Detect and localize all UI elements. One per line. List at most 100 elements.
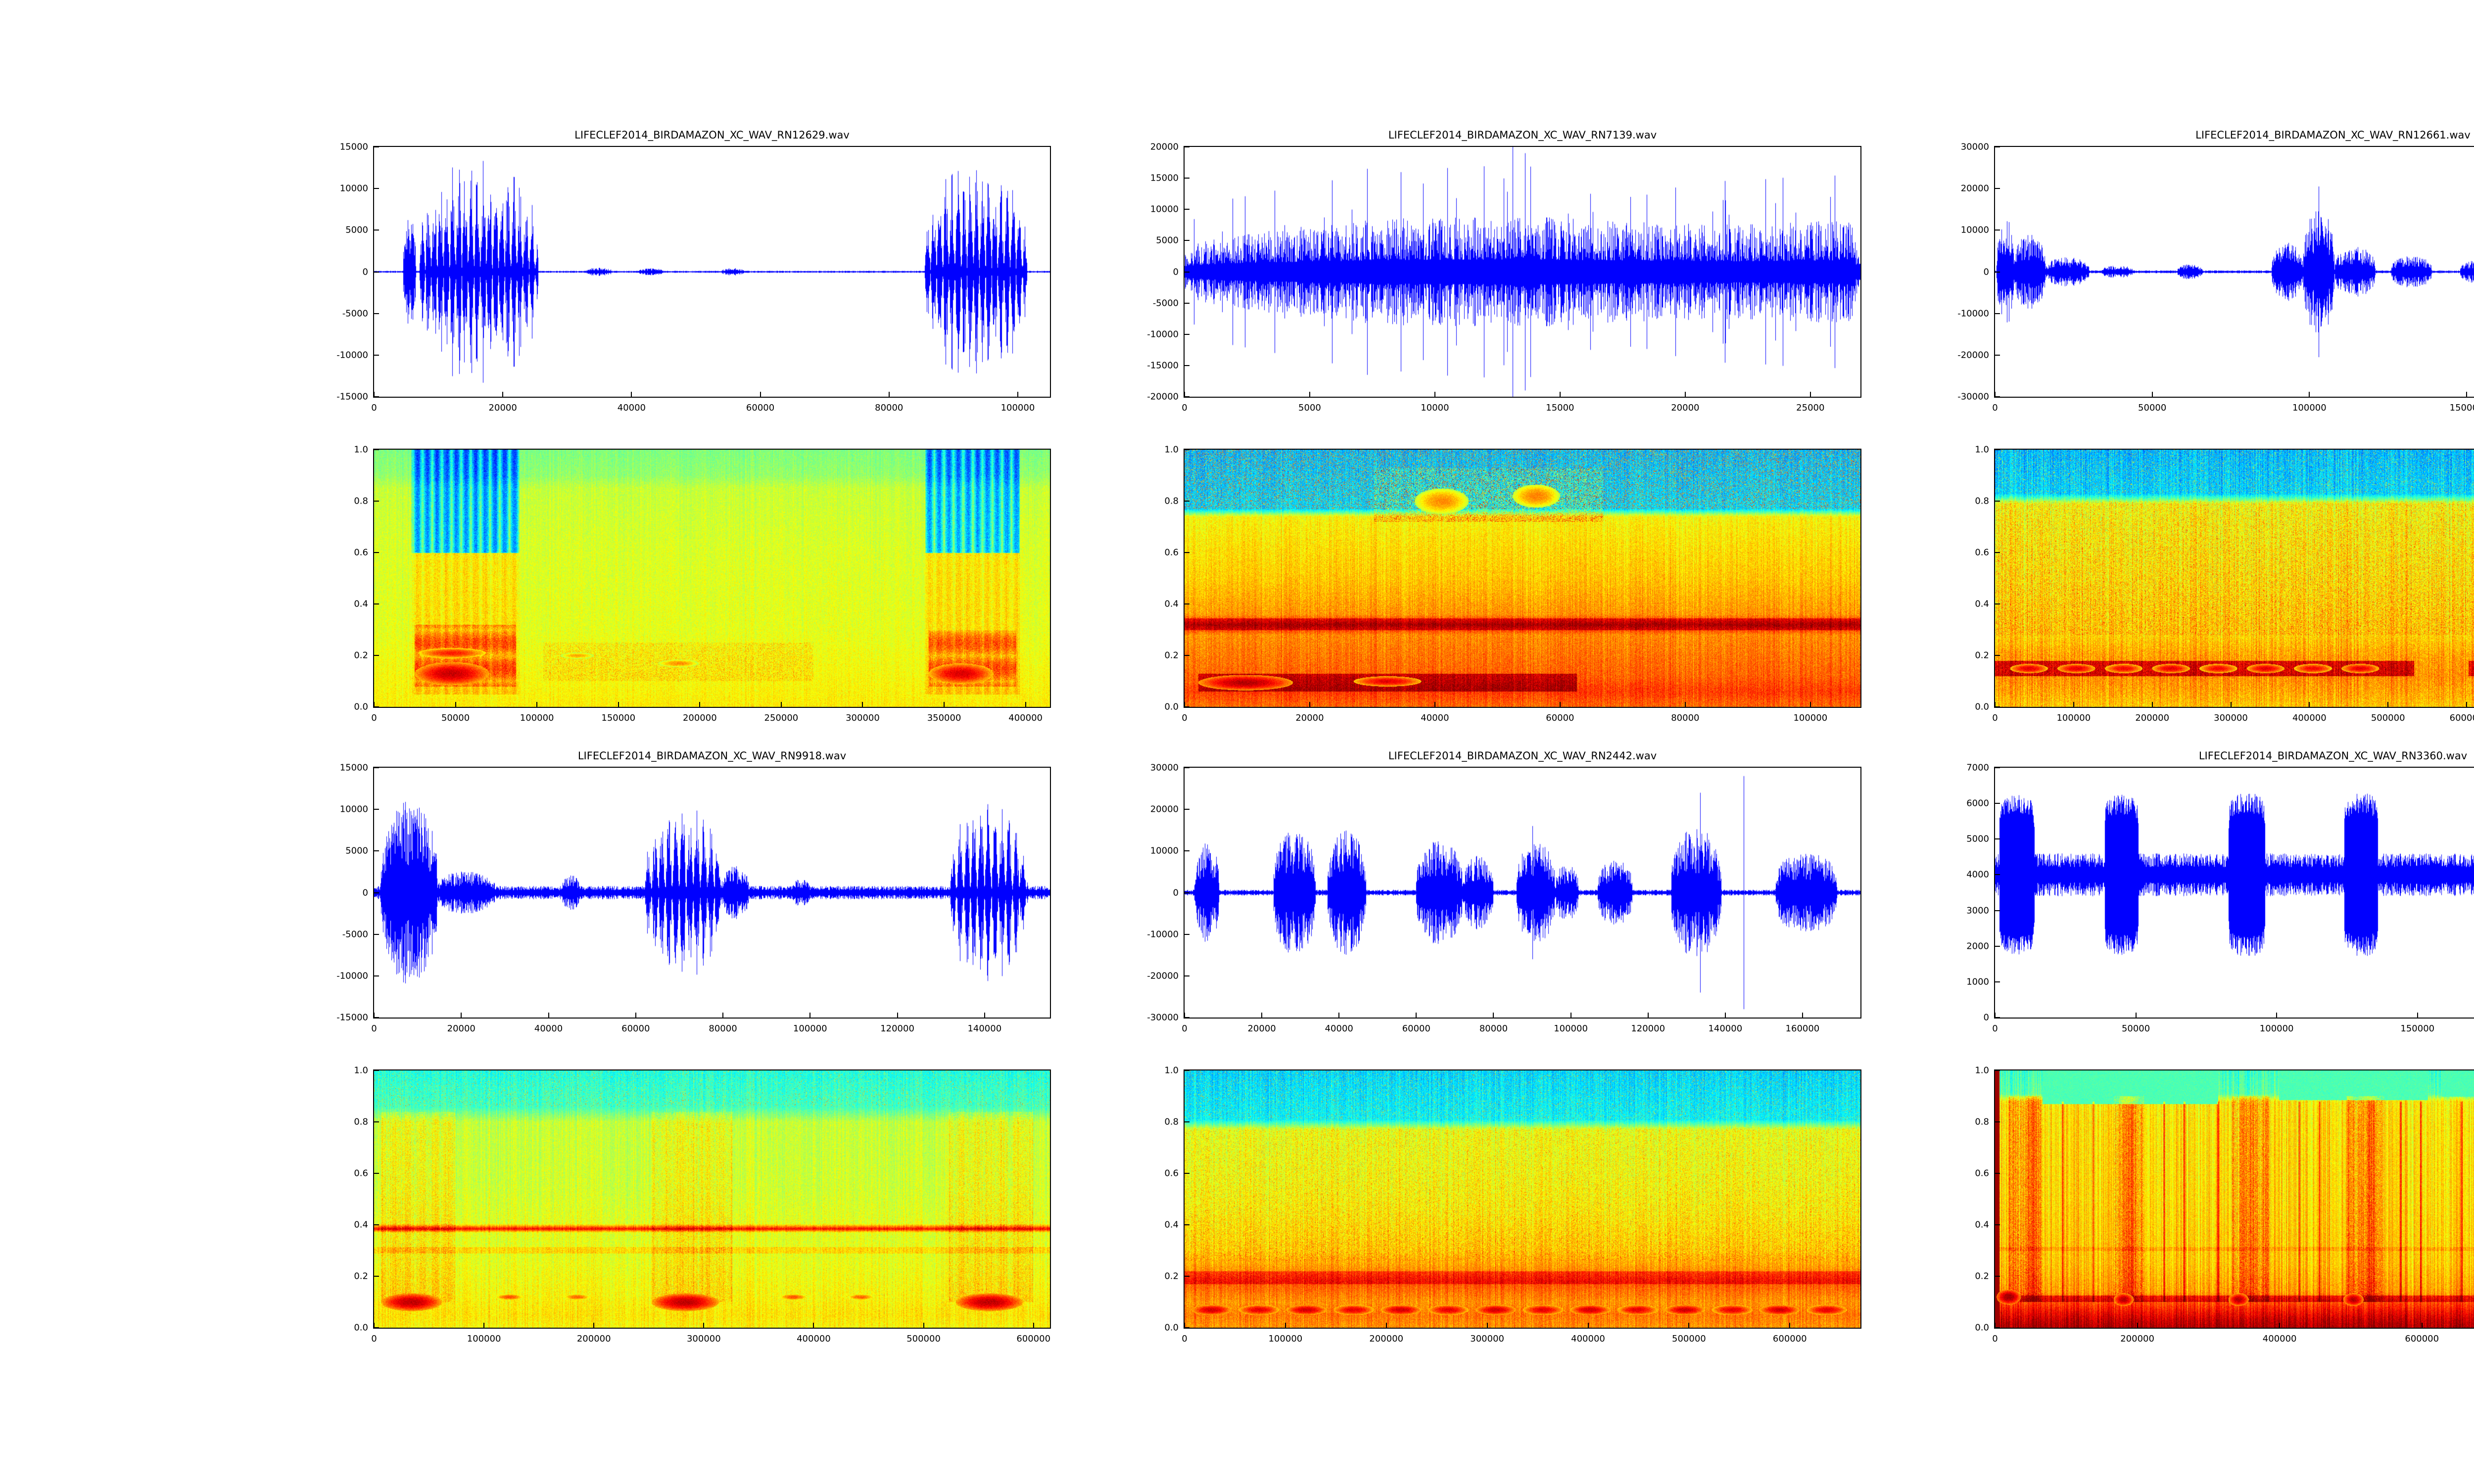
y-tick-mark (1185, 892, 1189, 893)
x-tick-mark (374, 1013, 375, 1018)
plot-area: -15000 -10000 -5000 0 5000 10000 15000 0 20000 40… (336, 142, 1051, 413)
y-tick-mark (374, 146, 379, 147)
y-tick-label: 1.0 (1975, 1065, 1989, 1076)
x-tick-label: 100000 (793, 1023, 827, 1034)
x-tick-mark (548, 1013, 549, 1018)
y-tick-label: 15000 (339, 762, 368, 773)
x-tick-label: 50000 (2121, 1023, 2150, 1034)
y-tick-label: 0 (1173, 887, 1179, 898)
spectrogram-canvas (1995, 1070, 2474, 1328)
x-tick-mark (2387, 702, 2389, 707)
y-tick-label: -30000 (1957, 391, 1989, 402)
x-tick-mark (1647, 1013, 1649, 1018)
x-tick-label: 0 (1182, 713, 1188, 723)
x-tick-mark (813, 1323, 814, 1328)
x-tick-mark (1486, 1323, 1488, 1328)
y-tick-mark (374, 933, 379, 935)
y-tick-mark (1185, 501, 1189, 502)
y-tick-label: -10000 (336, 350, 368, 361)
x-tick-mark (1285, 1323, 1286, 1328)
y-tick-label: -20000 (1147, 971, 1179, 981)
x-tick-label: 0 (371, 1023, 377, 1034)
x-tick-label: 60000 (1402, 1023, 1430, 1034)
x-tick-mark (1261, 1013, 1263, 1018)
y-tick-label: 0.4 (354, 1219, 368, 1230)
y-tick-mark (1995, 396, 2000, 397)
y-tick-label: 0.4 (1164, 599, 1179, 609)
y-tick-label: 30000 (1960, 141, 1989, 152)
x-tick-mark (1684, 702, 1686, 707)
y-tick-label: 10000 (1150, 845, 1179, 856)
waveform-plot-6: LIFECLEF2014_BIRDAMAZON_XC_WAV_RN3360.wa… (1966, 750, 2474, 1034)
y-tick-label: -5000 (342, 308, 368, 319)
y-tick-mark (1995, 1017, 2000, 1018)
x-tick-label: 80000 (1671, 713, 1700, 723)
y-tick-mark (374, 1327, 379, 1328)
y-tick-label: 6000 (1966, 798, 1989, 809)
y-tick-label: 5000 (1966, 834, 1989, 844)
x-tick-mark (780, 702, 782, 707)
plot-area: 0.0 0.2 0.4 0.6 0.8 1.0 0 50000 100000 150000 2000… (354, 445, 1051, 723)
y-tick-label: 0.0 (1975, 1322, 1989, 1333)
y-tick-label: 0.2 (1975, 1271, 1989, 1282)
x-tick-mark (1587, 1323, 1589, 1328)
x-tick-label: 150000 (2449, 403, 2474, 413)
x-tick-label: 600000 (1016, 1334, 1051, 1344)
y-tick-label: 1.0 (1164, 444, 1179, 455)
y-tick-label: 10000 (339, 183, 368, 194)
x-tick-label: 25000 (1796, 403, 1825, 413)
x-tick-label: 100000 (1268, 1334, 1303, 1344)
spectrogram-canvas (374, 1070, 1050, 1328)
waveform-canvas (1995, 768, 2474, 1018)
y-tick-label: -15000 (336, 1012, 368, 1023)
x-tick-mark (1995, 1013, 1996, 1018)
waveform-canvas (1995, 147, 2474, 397)
x-tick-label: 0 (1992, 713, 1998, 723)
x-tick-mark (1025, 702, 1026, 707)
y-tick-label: 1.0 (1975, 444, 1989, 455)
x-tick-mark (944, 702, 945, 707)
x-tick-label: 10000 (1421, 403, 1449, 413)
plot-area: 0.0 0.2 0.4 0.6 0.8 1.0 0 20000 40000 60000 80000 1… (1164, 445, 1861, 723)
y-tick-mark (374, 1070, 379, 1071)
y-tick-mark (374, 501, 379, 502)
y-tick-label: 1.0 (354, 444, 368, 455)
y-tick-mark (1185, 365, 1189, 366)
y-tick-mark (1185, 209, 1189, 210)
x-tick-label: 60000 (746, 403, 775, 413)
y-tick-mark (1995, 313, 2000, 314)
x-tick-label: 300000 (1470, 1334, 1504, 1344)
x-tick-label: 600000 (2405, 1334, 2439, 1344)
y-tick-mark (374, 1276, 379, 1277)
x-tick-label: 0 (1992, 1334, 1998, 1344)
x-tick-label: 20000 (1671, 403, 1700, 413)
y-tick-label: -5000 (1152, 298, 1179, 309)
plot-area: 0 1000 2000 3000 4000 5000 6000 7000 0 50000 10000… (1966, 763, 2474, 1034)
x-tick-mark (2276, 1013, 2278, 1018)
plot-area: 0.00.20.40.60.81.00200000400000600000800… (1975, 1066, 2474, 1344)
x-tick-label: 300000 (686, 1334, 721, 1344)
y-tick-label: 0 (362, 267, 368, 277)
y-tick-mark (1185, 333, 1189, 335)
x-tick-mark (1688, 1323, 1690, 1328)
y-tick-mark (374, 603, 379, 604)
y-tick-label: 0.2 (1164, 650, 1179, 661)
x-tick-mark (897, 1013, 898, 1018)
x-tick-label: 20000 (1247, 1023, 1276, 1034)
x-tick-label: 0 (371, 1334, 377, 1344)
y-tick-label: 0.4 (1164, 1219, 1179, 1230)
y-tick-label: 1.0 (354, 1065, 368, 1076)
plot-title: LIFECLEF2014_BIRDAMAZON_XC_WAV_RN9918.wa… (577, 750, 847, 762)
y-tick-mark (1995, 354, 2000, 356)
y-tick-mark (1995, 1327, 2000, 1328)
x-tick-mark (502, 392, 504, 397)
x-tick-label: 100000 (467, 1334, 501, 1344)
y-tick-label: 0.6 (1975, 1168, 1989, 1179)
x-tick-label: 40000 (534, 1023, 563, 1034)
x-tick-label: 200000 (682, 713, 717, 723)
x-tick-mark (1309, 392, 1310, 397)
x-tick-mark (631, 392, 632, 397)
y-tick-mark (1995, 945, 2000, 947)
y-tick-mark (1995, 552, 2000, 553)
y-tick-label: -20000 (1957, 350, 1989, 361)
